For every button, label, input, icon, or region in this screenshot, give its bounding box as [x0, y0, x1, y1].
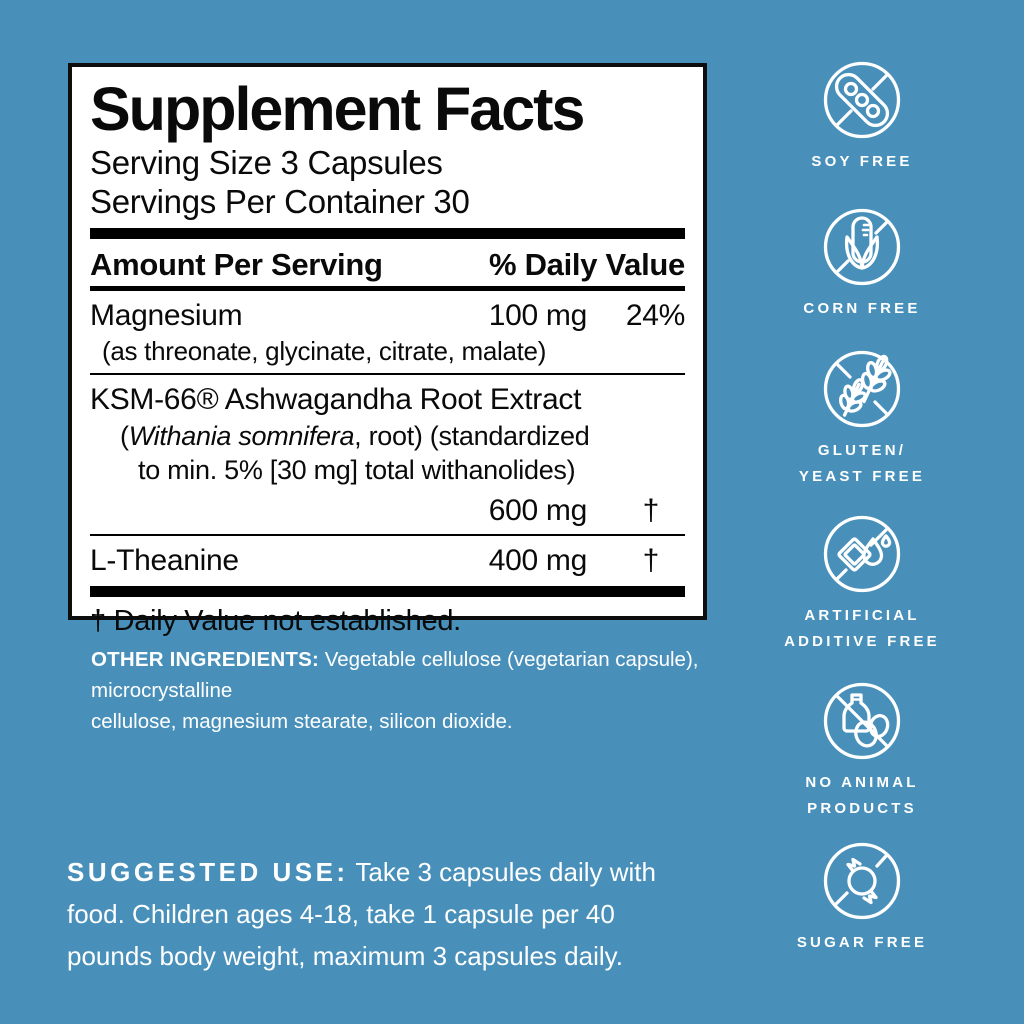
wheat-icon	[823, 350, 901, 428]
corn-icon	[823, 208, 901, 286]
nutrient-row-ashwagandha: KSM-66® Ashwagandha Root Extract	[90, 382, 685, 418]
nutrient-name: KSM-66® Ashwagandha Root Extract	[90, 382, 582, 416]
divider-thin	[90, 286, 685, 292]
badge-sugar-free: SUGAR FREE	[777, 839, 947, 956]
nutrient-amount: 600 mg	[488, 494, 588, 528]
badge-artificial-additive-free: ARTIFICIAL ADDITIVE FREE	[777, 512, 947, 654]
nutrient-amount-row: 600 mg †	[90, 493, 685, 529]
nutrient-amount: 100 mg	[488, 299, 588, 333]
badge-no-animal-products: NO ANIMAL PRODUCTS	[777, 679, 947, 821]
divider-hairline	[90, 372, 685, 375]
nutrient-daily-value: †	[642, 494, 660, 528]
badge-label: ARTIFICIAL ADDITIVE FREE	[784, 607, 940, 650]
divider-thick	[90, 586, 685, 598]
badge-label: GLUTEN/YEAST FREE	[798, 442, 926, 485]
servings-per-container: Servings Per Container 30	[90, 182, 470, 220]
candy-icon	[823, 842, 901, 920]
other-ingredients-label: OTHER INGREDIENTS:	[91, 648, 319, 671]
nutrient-detail: (as threonate, glycinate, citrate, malat…	[102, 336, 547, 367]
badge-soy-free: SOY FREE	[777, 58, 947, 175]
badge-corn-free: CORN FREE	[777, 205, 947, 322]
nutrient-detail: (Withania somnifera, root) (standardized	[120, 420, 590, 451]
supplement-facts-panel: Supplement Facts Serving Size 3 Capsules…	[68, 63, 707, 637]
suggested-use: SUGGESTED USE: Take 3 capsules daily wit…	[67, 857, 656, 972]
soy-icon	[823, 61, 901, 139]
divider-thick	[90, 228, 685, 240]
nutrient-row-theanine: L-Theanine 400 mg †	[90, 543, 685, 579]
nutrient-daily-value: †	[642, 544, 660, 578]
badge-label: SUGAR FREE	[796, 934, 928, 951]
nutrient-name: L-Theanine	[90, 544, 239, 578]
badge-label: NO ANIMAL PRODUCTS	[805, 774, 919, 817]
nutrient-name: Magnesium	[90, 299, 243, 333]
badge-gluten-yeast-free: GLUTEN/YEAST FREE	[777, 347, 947, 489]
nutrient-amount: 400 mg	[488, 544, 588, 578]
additive-drop-icon	[823, 515, 901, 593]
milk-egg-icon	[823, 682, 901, 760]
suggested-use-label: SUGGESTED USE:	[67, 857, 349, 887]
nutrient-detail: to min. 5% [30 mg] total withanolides)	[138, 454, 576, 485]
column-header-amount: Amount Per Serving	[90, 247, 383, 283]
nutrient-daily-value: 24%	[625, 299, 685, 333]
panel-title: Supplement Facts	[90, 75, 585, 143]
nutrient-row-magnesium: Magnesium 100 mg 24%	[90, 298, 685, 334]
badge-label: SOY FREE	[811, 153, 913, 170]
daily-value-footnote: † Daily Value not established.	[90, 605, 461, 638]
latin-name: Withania somnifera	[128, 420, 355, 451]
other-ingredients: OTHER INGREDIENTS: Vegetable cellulose (…	[91, 648, 699, 733]
divider-hairline	[90, 534, 685, 537]
column-header-row: Amount Per Serving % Daily Value	[90, 246, 685, 283]
badge-label: CORN FREE	[803, 300, 921, 317]
column-header-daily-value: % Daily Value	[489, 247, 685, 283]
serving-size: Serving Size 3 Capsules	[90, 144, 443, 181]
